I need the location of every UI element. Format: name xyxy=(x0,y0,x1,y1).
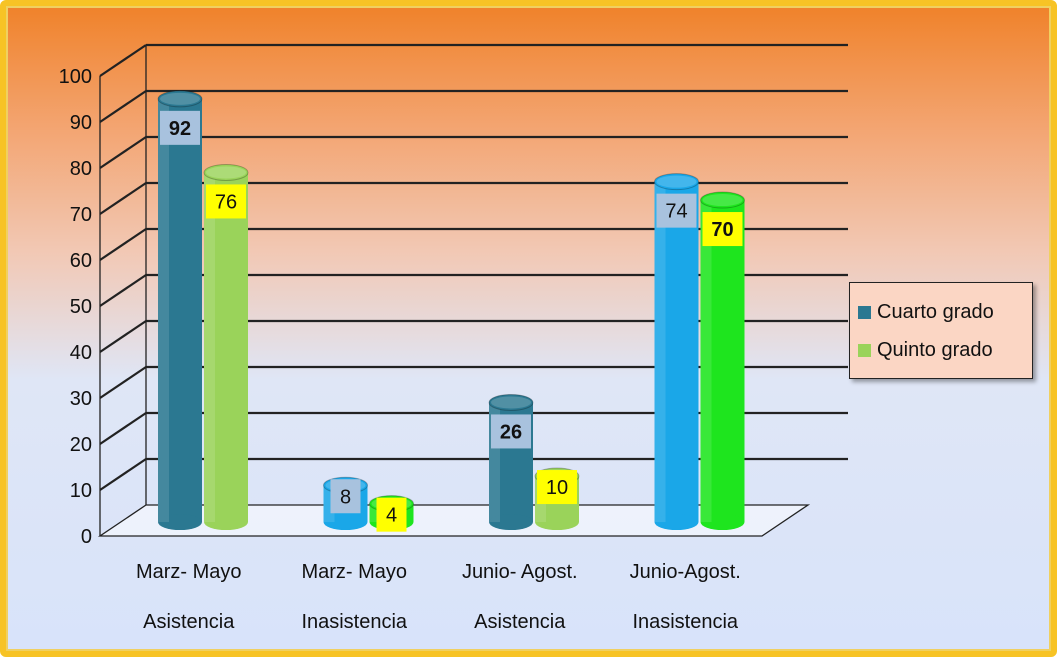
data-label-bg xyxy=(491,414,531,449)
bar-base xyxy=(204,514,248,531)
data-label-text: 74 xyxy=(665,201,687,223)
bar-highlight xyxy=(369,503,381,523)
bar-top-shine xyxy=(160,92,200,105)
y-tick-label: 100 xyxy=(59,66,92,88)
data-label-text: 76 xyxy=(215,191,237,213)
gridline-depth xyxy=(99,228,147,261)
bar-base xyxy=(535,514,579,531)
bar-highlight xyxy=(158,98,169,523)
bar-body xyxy=(700,200,745,523)
data-label-text: 10 xyxy=(546,477,568,499)
bar-body xyxy=(158,98,202,523)
data-label: 76 xyxy=(206,184,246,219)
data-label-bg xyxy=(656,193,697,228)
data-label-bg xyxy=(206,184,246,219)
legend-label: Quinto grado xyxy=(877,338,993,361)
data-label: 26 xyxy=(491,414,531,449)
x-tick-label: Asistencia xyxy=(474,611,566,633)
bar-highlight xyxy=(489,402,500,523)
gridline-depth xyxy=(99,136,147,169)
x-tick-label: Junio-Agost. xyxy=(630,561,741,583)
bar-top-shine xyxy=(702,194,743,207)
bar-top xyxy=(203,163,249,181)
data-label-text: 4 xyxy=(386,505,397,527)
chart-floor xyxy=(97,504,811,537)
x-tick-label: Asistencia xyxy=(143,611,235,633)
bar-highlight xyxy=(654,181,666,523)
bar-body xyxy=(654,181,699,523)
bar-top-shine xyxy=(656,175,697,188)
gridline-depth xyxy=(99,412,147,445)
legend-swatch xyxy=(858,343,871,357)
x-tick-label: Junio- Agost. xyxy=(462,561,578,583)
data-label-bg xyxy=(702,212,743,247)
bar-top xyxy=(488,393,534,411)
bar xyxy=(203,163,249,531)
legend-item: Quinto grado xyxy=(858,331,1032,369)
data-label: 74 xyxy=(656,193,697,228)
y-tick-label: 70 xyxy=(70,204,92,226)
legend-swatch xyxy=(858,305,871,319)
y-tick-label: 30 xyxy=(70,388,92,410)
bar-layer xyxy=(157,90,745,531)
y-tick-label: 90 xyxy=(70,112,92,134)
legend-label: Cuarto grado xyxy=(877,300,994,323)
data-label-text: 26 xyxy=(500,421,522,443)
y-tick-label: 50 xyxy=(70,296,92,318)
data-label-text: 8 xyxy=(340,486,351,508)
x-tick-label: Marz- Mayo xyxy=(301,561,407,583)
bar-base xyxy=(158,514,202,531)
data-label-text: 92 xyxy=(169,118,191,140)
bar-highlight xyxy=(700,200,712,523)
gridline-depth xyxy=(99,182,147,215)
gridline-depth xyxy=(99,320,147,353)
bar-top-shine xyxy=(491,396,531,409)
bar-highlight xyxy=(204,172,215,523)
x-tick-label: Inasistencia xyxy=(301,611,407,633)
axis-layer: 0 10 20 30 40 50 60 70 80 90 100 Marz- Mayo Asistenc… xyxy=(59,66,741,633)
y-tick-label: 40 xyxy=(70,342,92,364)
data-label: 8 xyxy=(330,479,361,514)
bar-base xyxy=(700,514,745,531)
bar-top xyxy=(700,191,745,209)
bar-base xyxy=(654,514,699,531)
legend-item: Cuarto grado xyxy=(858,293,1032,331)
bar-top xyxy=(654,173,699,191)
y-tick-label: 60 xyxy=(70,250,92,272)
legend: Cuarto grado Quinto grado xyxy=(849,282,1033,379)
bar xyxy=(654,173,699,531)
y-tick-label: 20 xyxy=(70,434,92,456)
data-label-bg xyxy=(330,479,361,514)
data-label: 10 xyxy=(537,470,577,505)
y-tick-label: 0 xyxy=(81,526,92,548)
y-tick-label: 80 xyxy=(70,158,92,180)
y-tick-label: 10 xyxy=(70,480,92,502)
label-layer: 92 76 8 4 26 10 74 70 xyxy=(160,110,743,532)
x-tick-label: Inasistencia xyxy=(632,611,738,633)
data-label: 92 xyxy=(160,110,200,145)
bar-top xyxy=(157,90,203,108)
gridline-depth xyxy=(99,274,147,307)
bar-top-shine xyxy=(206,166,246,179)
data-label: 70 xyxy=(702,212,743,247)
data-label-text: 70 xyxy=(711,219,733,241)
gridline-depth xyxy=(99,90,147,123)
gridline-depth xyxy=(99,458,147,491)
x-tick-label: Marz- Mayo xyxy=(136,561,242,583)
bar xyxy=(700,191,745,531)
gridline-depth xyxy=(99,366,147,399)
data-label-bg xyxy=(537,470,577,505)
bar-body xyxy=(204,172,248,523)
data-label-bg xyxy=(160,110,200,145)
gridline-depth xyxy=(99,44,147,77)
bar-base xyxy=(489,514,533,531)
bar xyxy=(157,90,203,531)
data-label-bg xyxy=(376,497,407,532)
data-label: 4 xyxy=(376,497,407,532)
bar-base xyxy=(323,514,368,531)
bar-highlight xyxy=(323,485,335,523)
